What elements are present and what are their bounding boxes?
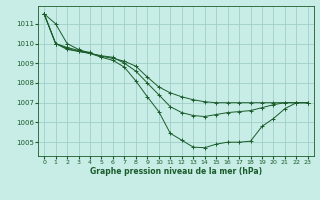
X-axis label: Graphe pression niveau de la mer (hPa): Graphe pression niveau de la mer (hPa): [90, 167, 262, 176]
